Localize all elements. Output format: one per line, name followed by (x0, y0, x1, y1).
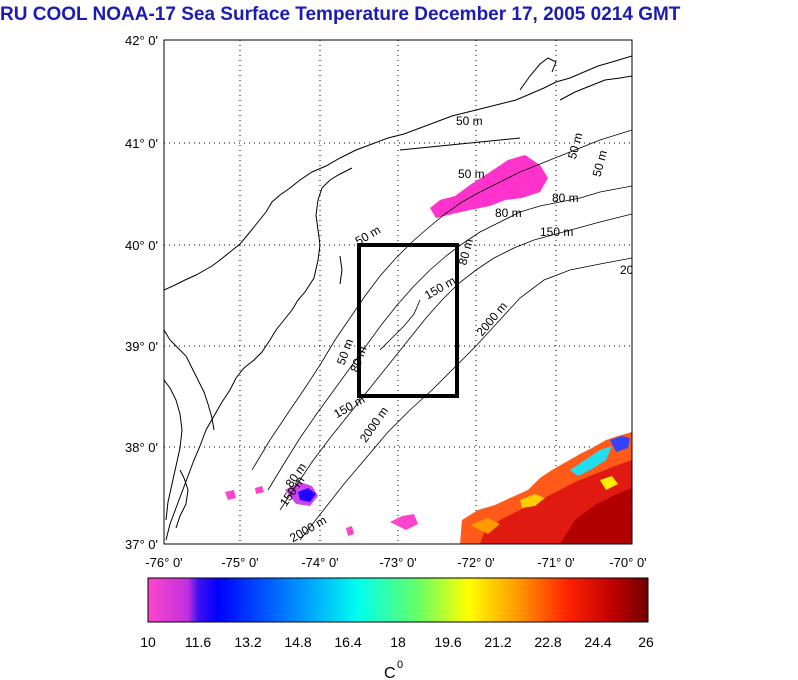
coastline (164, 55, 632, 541)
colorbar-tick: 10 (140, 634, 156, 650)
sst-warm-yellow2 (600, 476, 618, 490)
colorbar-unit-superscript: 0 (397, 659, 403, 671)
sst-patch-small (225, 490, 236, 500)
sst-patches (225, 155, 632, 544)
latitude-labels: 42° 0' 41° 0' 40° 0' 39° 0' 38° 0' 37° 0… (125, 33, 158, 552)
isobaths (251, 129, 632, 541)
lon-label: -73° 0' (379, 555, 416, 570)
isobath-label: 50 m (456, 114, 483, 128)
sst-patch-bottom2 (346, 526, 354, 536)
graticule (164, 40, 632, 544)
sst-patch-bottom (390, 514, 418, 530)
lon-label: -74° 0' (301, 555, 338, 570)
lat-label: 38° 0' (125, 440, 158, 455)
colorbar-tick: 18 (390, 634, 406, 650)
lat-label: 37° 0' (125, 537, 158, 552)
colorbar-tick: 11.6 (185, 634, 211, 650)
colorbar-tick: 14.8 (284, 634, 311, 650)
lon-label: -75° 0' (221, 555, 258, 570)
study-area-box (357, 243, 459, 398)
lat-label: 39° 0' (125, 339, 158, 354)
sst-warm-cyan (570, 446, 612, 476)
sst-warm-blue (610, 436, 630, 452)
lon-label: -71° 0' (537, 555, 574, 570)
lon-label: -72° 0' (457, 555, 494, 570)
colorbar-tick: 19.6 (434, 634, 461, 650)
colorbar-tick: 24.4 (584, 634, 611, 650)
colorbar-tick: 16.4 (334, 634, 361, 650)
sst-patch-north (430, 155, 548, 218)
colorbar-tick: 21.2 (484, 634, 511, 650)
isobath-label: 150 m (540, 225, 573, 239)
isobath-label: 50 m (590, 149, 610, 178)
isobath-label: 50 m (565, 131, 585, 160)
map-title: RU COOL NOAA-17 Sea Surface Temperature … (0, 4, 681, 25)
colorbar-tick-labels: 10 11.6 13.2 14.8 16.4 18 19.6 21.2 22.8… (140, 634, 654, 650)
isobath-label: 80 m (495, 206, 522, 220)
isobath-label: 80 m (552, 191, 579, 205)
lon-label: -70° 0' (609, 555, 646, 570)
colorbar-tick: 22.8 (534, 634, 561, 650)
colorbar-tick: 13.2 (234, 634, 261, 650)
sst-warm-orange (470, 518, 500, 534)
colorbar-unit-label: C (384, 665, 396, 680)
isobath-label: 20 (620, 263, 634, 277)
colorbar-gradient (147, 577, 649, 623)
lat-label: 40° 0' (125, 238, 158, 253)
longitude-labels: -76° 0' -75° 0' -74° 0' -73° 0' -72° 0' … (145, 555, 646, 570)
map-area: 50 m 50 m 80 m 80 m 150 m 50 m 50 m 80 m… (163, 39, 634, 545)
colorbar (147, 577, 649, 623)
sst-warm-yellow (520, 494, 545, 508)
colorbar-tick: 26 (638, 634, 654, 650)
lat-label: 42° 0' (125, 33, 158, 48)
isobath-label: 80 m (456, 237, 476, 266)
isobath-label: 50 m (458, 167, 485, 181)
sst-patch-south-blue (298, 488, 316, 502)
lat-label: 41° 0' (125, 136, 158, 151)
sst-warm-region-dark (560, 488, 632, 544)
sst-patch-small2 (255, 486, 264, 494)
lon-label: -76° 0' (145, 555, 182, 570)
